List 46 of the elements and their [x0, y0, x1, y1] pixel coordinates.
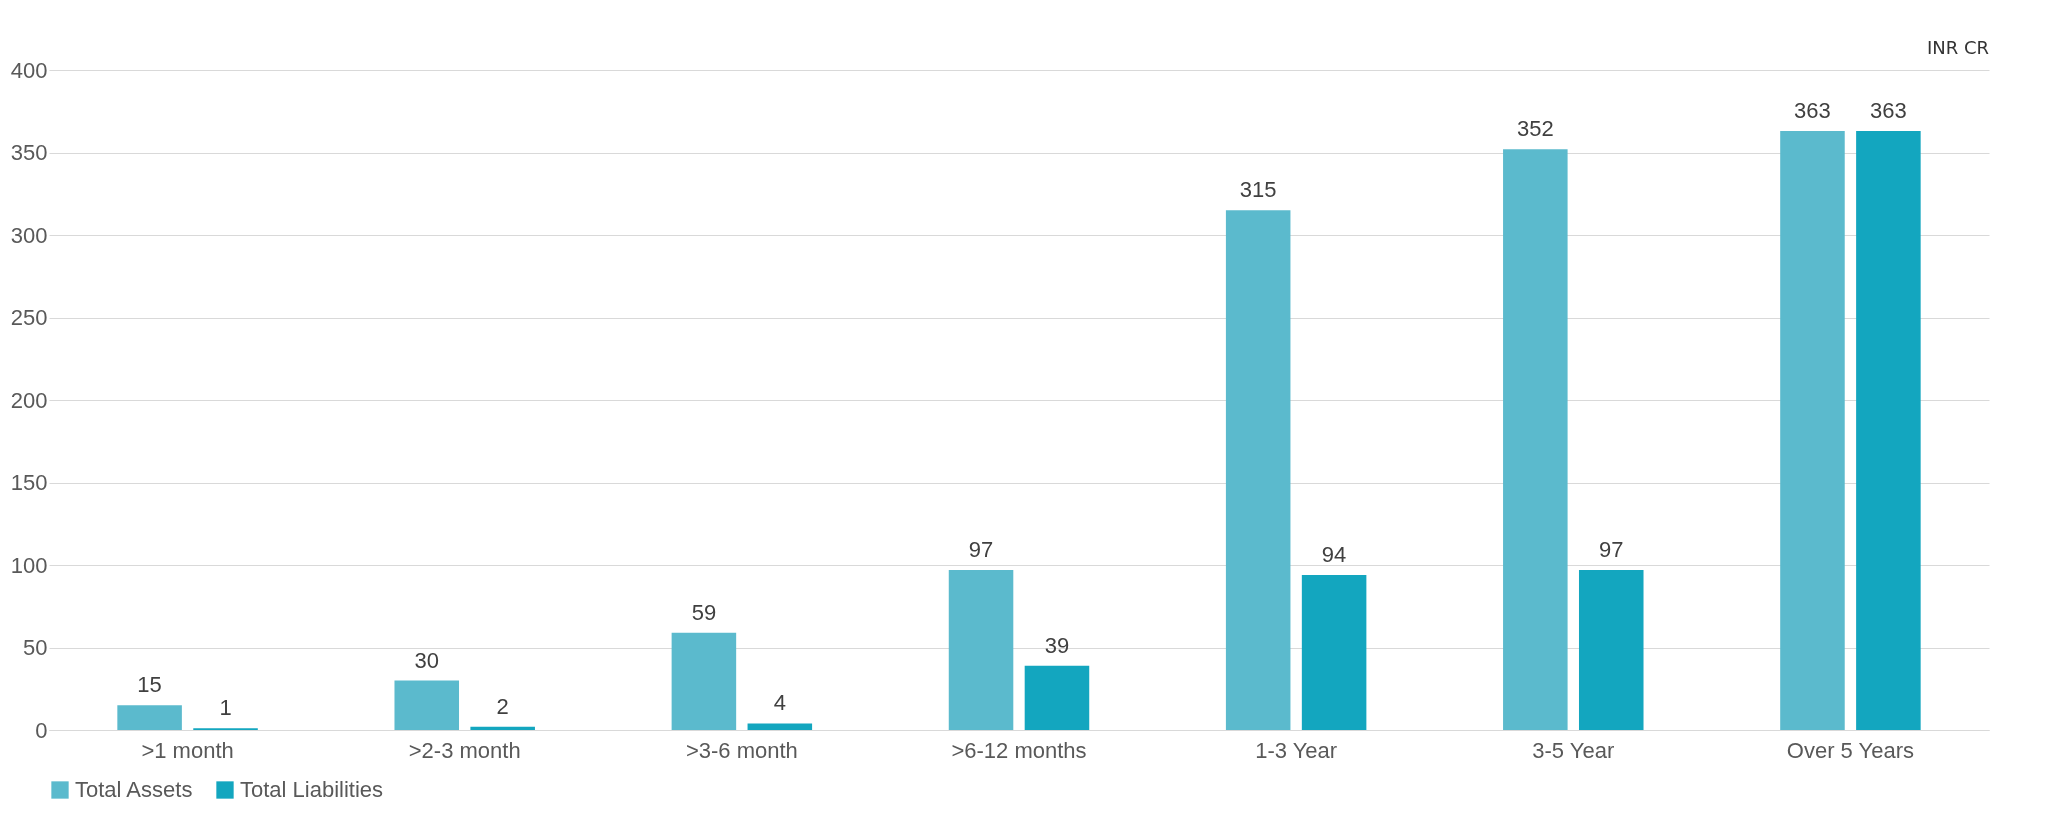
- data-label: 97: [1599, 536, 1624, 562]
- bar: [117, 705, 182, 730]
- legend-label: Total Assets: [75, 777, 193, 802]
- x-tick-label: >3-6 month: [685, 737, 798, 763]
- x-tick-label: >6-12 months: [951, 737, 1087, 763]
- data-label: 39: [1044, 632, 1070, 658]
- data-label: 30: [414, 647, 439, 673]
- text: INR CR: [1926, 37, 1989, 58]
- bar: [1024, 665, 1090, 730]
- bar: [1780, 131, 1845, 730]
- bar: [1301, 574, 1367, 730]
- y-tick-label: 150: [10, 470, 48, 495]
- data-label: 4: [773, 690, 786, 716]
- bar: [1578, 569, 1644, 730]
- bar: [470, 726, 535, 730]
- data-label: 2: [496, 693, 509, 719]
- y-tick-label: 350: [10, 140, 48, 165]
- bar: [1503, 149, 1568, 730]
- x-tick-label: >2-3 month: [408, 737, 521, 763]
- data-label: 97: [968, 536, 994, 562]
- data-label: 1: [219, 695, 232, 721]
- data-label: 15: [137, 672, 162, 698]
- data-label: 59: [691, 599, 717, 625]
- y-tick-label: 400: [10, 57, 48, 83]
- y-tick-label: 200: [10, 387, 48, 413]
- x-tick-label: 3-5 Year: [1532, 737, 1615, 763]
- x-tick-label: >1 month: [141, 737, 234, 763]
- data-label: 363: [1870, 98, 1907, 124]
- data-label: 94: [1321, 541, 1347, 567]
- y-tick-label: 300: [10, 222, 48, 248]
- bar: [948, 569, 1014, 730]
- legend-label: Total Liabilities: [240, 777, 384, 802]
- y-tick-label: 100: [10, 552, 48, 578]
- data-label: 363: [1794, 98, 1831, 124]
- bar: [747, 723, 813, 730]
- data-label: 352: [1516, 116, 1554, 142]
- y-tick-label: 0: [35, 717, 48, 743]
- x-tick-label: Over 5 Years: [1786, 737, 1915, 763]
- bar: [671, 632, 737, 730]
- bar: [1225, 210, 1291, 730]
- x-tick-label: 1-3 Year: [1255, 737, 1338, 763]
- bar: [1856, 131, 1921, 730]
- data-label: 315: [1239, 177, 1277, 203]
- y-tick-label: 50: [23, 635, 48, 660]
- y-tick-label: 250: [10, 305, 48, 330]
- bar: [394, 680, 460, 730]
